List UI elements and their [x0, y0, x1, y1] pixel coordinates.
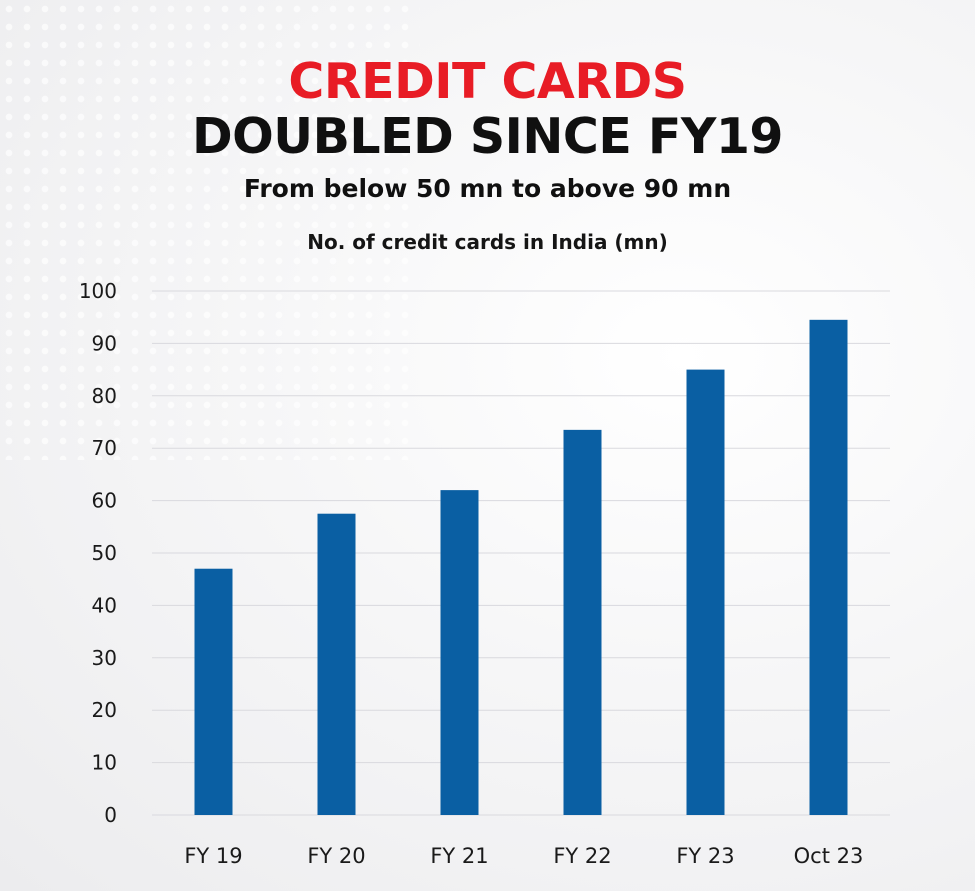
y-tick-label: 20 — [92, 698, 117, 722]
bar-fy-22 — [563, 429, 602, 815]
x-tick-label: Oct 23 — [794, 844, 864, 868]
bar-fy-21 — [440, 490, 479, 815]
y-tick-label: 0 — [104, 803, 117, 827]
title-line-2: DOUBLED SINCE FY19 — [191, 108, 784, 165]
chart-title: No. of credit cards in India (mn) — [307, 230, 668, 254]
y-tick-label: 80 — [92, 384, 117, 408]
bar-fy-23 — [686, 369, 725, 815]
gridlines — [152, 290, 890, 816]
y-tick-label: 100 — [79, 279, 117, 303]
x-tick-label: FY 22 — [553, 844, 611, 868]
y-tick-label: 10 — [92, 751, 117, 775]
y-tick-label: 30 — [92, 646, 117, 670]
dot-pattern-decoration — [0, 0, 420, 460]
y-tick-label: 60 — [92, 489, 117, 513]
bar-oct-23 — [809, 319, 848, 815]
x-tick-label: FY 20 — [307, 844, 365, 868]
y-tick-label: 70 — [92, 436, 117, 460]
subtitle: From below 50 mn to above 90 mn — [243, 174, 732, 203]
bar-fy-20 — [317, 513, 356, 815]
y-tick-label: 90 — [92, 331, 117, 355]
title-line-1: CREDIT CARDS — [288, 53, 687, 110]
y-axis-tick-labels: 0 10 20 30 40 50 60 70 80 90 100 — [79, 279, 117, 827]
bars — [194, 319, 848, 815]
x-axis-tick-labels: FY 19 FY 20 FY 21 FY 22 FY 23 Oct 23 — [184, 844, 863, 868]
y-tick-label: 50 — [92, 541, 117, 565]
x-tick-label: FY 19 — [184, 844, 242, 868]
x-tick-label: FY 23 — [676, 844, 734, 868]
bar-fy-19 — [194, 568, 233, 815]
y-tick-label: 40 — [92, 593, 117, 617]
x-tick-label: FY 21 — [430, 844, 488, 868]
